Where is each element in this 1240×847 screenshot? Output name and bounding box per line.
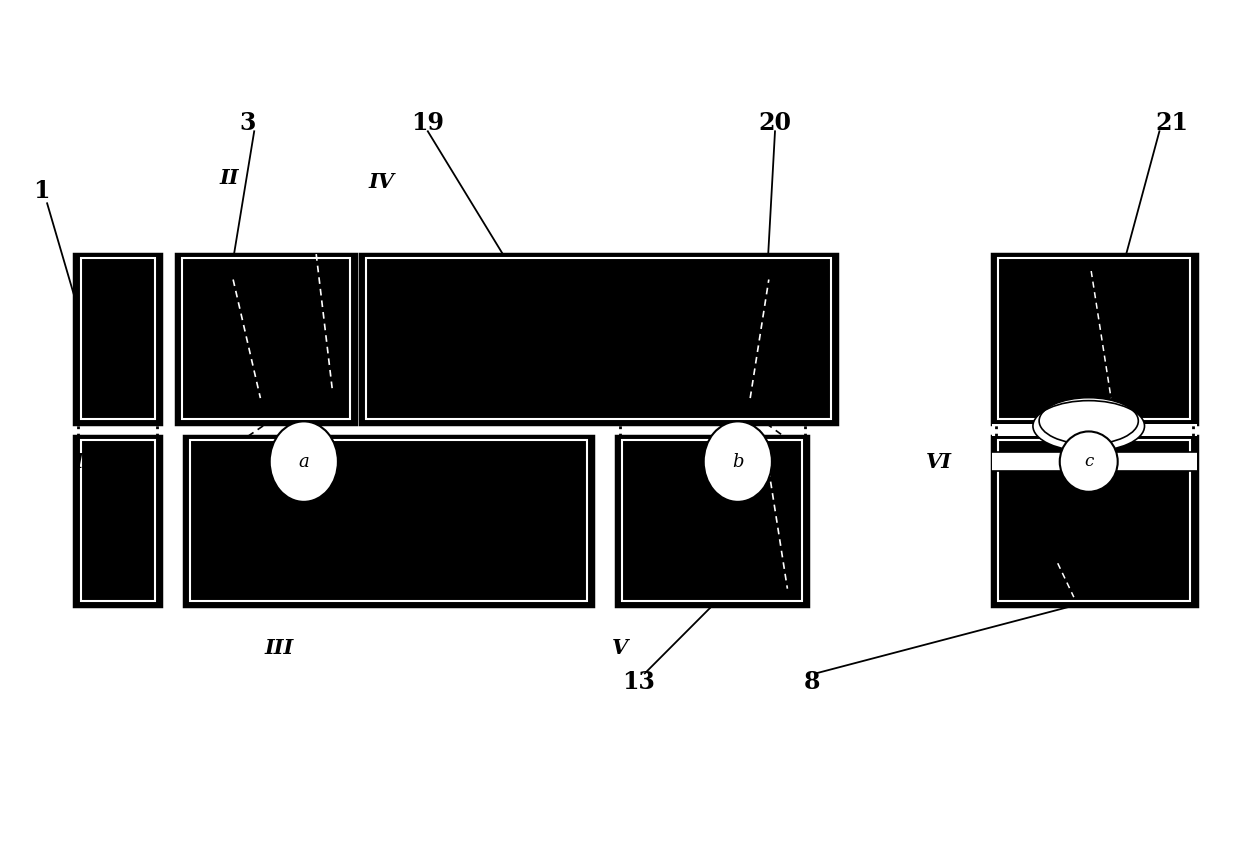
Text: 13: 13 — [622, 670, 655, 694]
Bar — [81, 258, 155, 419]
Text: I: I — [73, 451, 83, 472]
Bar — [74, 436, 161, 606]
Text: III: III — [264, 638, 294, 658]
Text: V: V — [611, 638, 629, 658]
Bar — [992, 424, 1197, 436]
Ellipse shape — [1060, 431, 1117, 492]
Bar — [184, 436, 593, 606]
Text: II: II — [219, 168, 239, 188]
Text: 3: 3 — [239, 111, 257, 135]
Text: a: a — [299, 452, 309, 471]
Text: VI: VI — [926, 451, 951, 472]
Bar — [366, 258, 831, 419]
Bar — [360, 254, 837, 424]
Ellipse shape — [1033, 401, 1145, 451]
Bar — [182, 258, 350, 419]
Ellipse shape — [1039, 398, 1138, 445]
Bar — [81, 440, 155, 601]
Bar — [992, 436, 1197, 606]
Text: IV: IV — [370, 172, 394, 192]
Ellipse shape — [703, 422, 771, 501]
Text: 21: 21 — [1156, 111, 1188, 135]
Text: 20: 20 — [759, 111, 791, 135]
Bar — [998, 440, 1190, 601]
Bar — [190, 440, 587, 601]
Bar — [616, 436, 808, 606]
Bar — [622, 440, 802, 601]
Text: b: b — [732, 452, 744, 471]
Text: c: c — [1084, 453, 1094, 470]
Bar — [74, 254, 161, 424]
Ellipse shape — [270, 422, 337, 501]
Bar — [992, 452, 1197, 471]
Bar — [992, 254, 1197, 424]
Text: 1: 1 — [32, 179, 50, 202]
Bar — [176, 254, 356, 424]
Bar — [998, 258, 1190, 419]
Text: 19: 19 — [412, 111, 444, 135]
Text: 8: 8 — [804, 670, 821, 694]
